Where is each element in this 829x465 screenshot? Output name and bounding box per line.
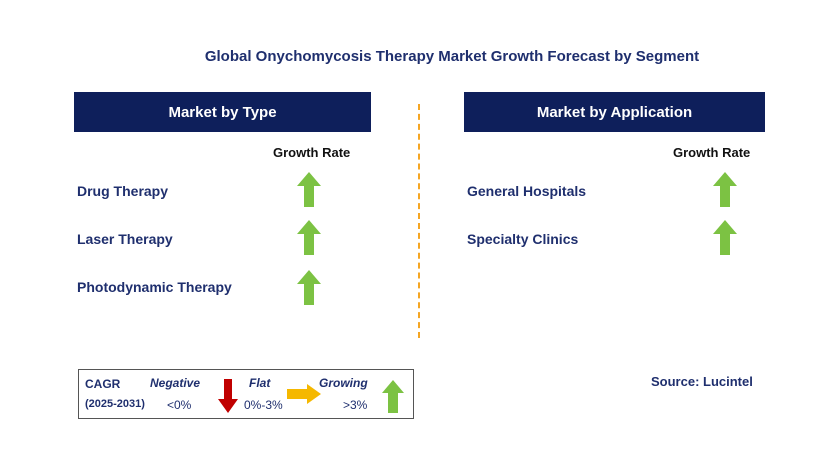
flat-arrow-icon (287, 384, 321, 404)
chart-title: Global Onychomycosis Therapy Market Grow… (204, 48, 700, 65)
legend-growing-range: >3% (343, 398, 368, 412)
growing-arrow-icon (382, 380, 404, 413)
legend-growing-label: Growing (319, 376, 368, 390)
source-label: Source: Lucintel (651, 374, 753, 389)
segment-laser-therapy: Laser Therapy (77, 231, 173, 247)
growing-arrow-icon (297, 172, 321, 207)
negative-arrow-icon (218, 379, 238, 413)
legend-negative-label: Negative (150, 376, 201, 390)
segment-general-hospitals: General Hospitals (467, 183, 587, 199)
segment-photodynamic-therapy: Photodynamic Therapy (77, 279, 232, 295)
segment-drug-therapy: Drug Therapy (77, 183, 169, 199)
growing-arrow-icon (713, 220, 737, 255)
legend-period: (2025-2031) (85, 398, 145, 410)
market-by-application-header: Market by Application (464, 92, 765, 132)
growth-rate-label-right: Growth Rate (673, 145, 751, 160)
cagr-legend: CAGR (2025-2031) Negative <0% Flat 0%-3%… (78, 369, 414, 419)
market-by-type-header: Market by Type (74, 92, 371, 132)
panel-divider (418, 104, 420, 338)
legend-flat-label: Flat (249, 376, 271, 390)
legend-cagr-label: CAGR (85, 377, 121, 391)
growing-arrow-icon (713, 172, 737, 207)
segment-specialty-clinics: Specialty Clinics (467, 231, 579, 247)
legend-flat-range: 0%-3% (244, 398, 283, 412)
growing-arrow-icon (297, 270, 321, 305)
growing-arrow-icon (297, 220, 321, 255)
legend-negative-range: <0% (167, 398, 192, 412)
growth-rate-label-left: Growth Rate (273, 145, 351, 160)
